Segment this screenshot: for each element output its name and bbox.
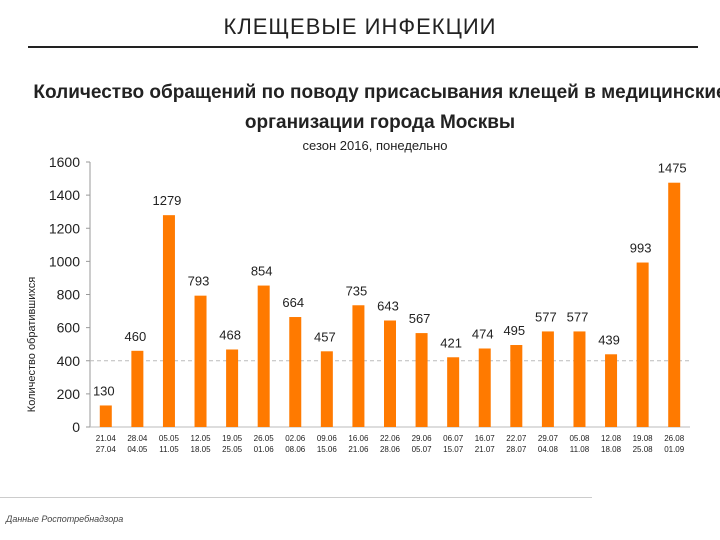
x-tick-label: 28.07 [506, 445, 527, 454]
x-tick-label: 02.06 [285, 434, 306, 443]
data-label: 1279 [152, 193, 181, 208]
data-label: 439 [598, 332, 620, 347]
bar [226, 349, 239, 427]
x-tick-label: 19.08 [633, 434, 654, 443]
x-tick-label: 18.08 [601, 445, 622, 454]
bar [510, 345, 523, 427]
data-label: 468 [219, 327, 241, 342]
x-tick-label: 22.07 [506, 434, 527, 443]
bar [573, 331, 586, 427]
x-tick-label: 11.08 [570, 445, 590, 454]
x-tick-label: 16.07 [475, 434, 496, 443]
x-tick-label: 26.08 [664, 434, 685, 443]
data-label: 664 [282, 295, 304, 310]
x-tick-label: 12.05 [191, 434, 212, 443]
x-tick-label: 29.07 [538, 434, 559, 443]
x-tick-label: 26.05 [254, 434, 275, 443]
x-tick-label: 05.08 [569, 434, 590, 443]
x-tick-label: 04.05 [127, 445, 148, 454]
y-tick-label: 1600 [49, 154, 80, 170]
bar [384, 320, 396, 427]
data-label: 793 [188, 274, 210, 289]
bar [289, 317, 302, 427]
x-tick-label: 15.06 [317, 445, 338, 454]
x-tick-label: 05.05 [159, 434, 180, 443]
bar [636, 262, 649, 427]
data-label: 1475 [658, 161, 687, 176]
x-tick-label: 04.08 [538, 445, 559, 454]
x-tick-label: 21.04 [96, 434, 117, 443]
x-tick-label: 16.06 [348, 434, 369, 443]
x-tick-label: 19.05 [222, 434, 243, 443]
x-tick-label: 06.07 [443, 434, 464, 443]
data-label: 474 [472, 326, 494, 341]
data-label: 130 [93, 383, 115, 398]
footnote: Данные Роспотребнадзора [6, 514, 124, 524]
bar [320, 351, 333, 427]
bar [162, 215, 175, 427]
bar [447, 357, 460, 427]
x-tick-label: 21.06 [348, 445, 369, 454]
x-tick-label: 01.09 [664, 445, 685, 454]
data-label: 993 [630, 241, 652, 256]
y-axis-label: Количество обратившихся [26, 277, 38, 412]
x-tick-label: 22.06 [380, 434, 401, 443]
chart-title: Количество обращений по поводу присасыва… [33, 82, 720, 133]
y-tick-label: 1200 [49, 220, 80, 236]
data-label: 460 [125, 329, 147, 344]
chart-subtitle: сезон 2016, понедельно [302, 138, 448, 153]
y-tick-label: 1000 [49, 253, 80, 269]
x-tick-label: 11.05 [159, 445, 179, 454]
slide-title: КЛЕЩЕВЫЕ ИНФЕКЦИИ [223, 14, 497, 39]
x-tick-label: 27.04 [96, 445, 117, 454]
y-tick-label: 600 [57, 320, 81, 336]
data-label: 854 [251, 264, 273, 279]
y-tick-label: 800 [57, 287, 81, 303]
data-label: 567 [409, 311, 431, 326]
x-tick-label: 15.07 [443, 445, 464, 454]
x-tick-label: 25.05 [222, 445, 243, 454]
x-tick-label: 12.08 [601, 434, 622, 443]
x-tick-label: 28.04 [127, 434, 148, 443]
y-tick-label: 1400 [49, 187, 80, 203]
title-divider [28, 46, 698, 48]
x-tick-label: 05.07 [412, 445, 433, 454]
data-label: 735 [346, 283, 368, 298]
x-tick-label: 09.06 [317, 434, 338, 443]
bar [415, 333, 428, 427]
bar [668, 182, 681, 427]
x-tick-label: 21.07 [475, 445, 496, 454]
x-tick-label: 01.06 [254, 445, 275, 454]
bar [605, 354, 618, 427]
x-tick-label: 18.05 [191, 445, 212, 454]
bar [194, 295, 207, 427]
data-label: 577 [567, 309, 589, 324]
x-tick-label: 28.06 [380, 445, 401, 454]
y-tick-label: 0 [72, 419, 80, 435]
footnote-divider [0, 497, 592, 498]
data-label: 643 [377, 299, 399, 314]
data-label: 421 [440, 335, 462, 350]
bar [99, 405, 112, 427]
data-label: 495 [503, 323, 525, 338]
bar [541, 331, 554, 427]
x-tick-label: 29.06 [412, 434, 433, 443]
bar-chart: 0 200 400 600 800 1000 1200 1400 1600 Количество … [26, 154, 690, 454]
data-label: 457 [314, 329, 336, 344]
x-tick-label: 08.06 [285, 445, 306, 454]
x-tick-label: 25.08 [633, 445, 654, 454]
bar [478, 348, 491, 427]
y-tick-label: 200 [57, 386, 81, 402]
bar [352, 305, 365, 427]
y-tick-label: 400 [57, 353, 81, 369]
data-label: 577 [535, 309, 557, 324]
bar [257, 285, 270, 427]
bar [131, 350, 144, 427]
